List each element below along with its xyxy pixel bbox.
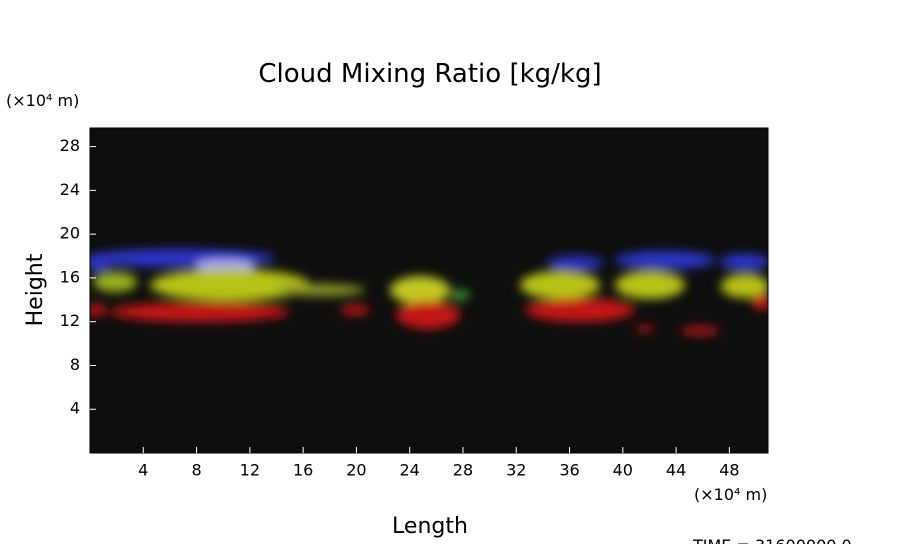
chart-title: Cloud Mixing Ratio [kg/kg] <box>258 59 601 89</box>
x-tick-label: 8 <box>191 461 201 480</box>
x-axis-label: Length <box>392 514 468 539</box>
x-tick-label: 20 <box>346 461 366 480</box>
y-tick-label: 20 <box>60 224 80 243</box>
x-tick-label: 36 <box>559 461 579 480</box>
x-tick-label: 4 <box>138 461 148 480</box>
y-tick-label: 28 <box>60 136 80 155</box>
x-tick-label: 28 <box>453 461 473 480</box>
plot-frame <box>89 127 769 454</box>
y-tick-label: 8 <box>70 355 80 374</box>
x-tick-label: 40 <box>613 461 633 480</box>
y-unit: (×10⁴ m) <box>6 91 79 110</box>
x-tick-label: 32 <box>506 461 526 480</box>
y-axis-label: Height <box>23 253 48 326</box>
x-tick-label: 48 <box>719 461 739 480</box>
x-unit: (×10⁴ m) <box>694 485 767 504</box>
cloud-field <box>90 249 768 335</box>
x-tick-label: 16 <box>293 461 313 480</box>
x-tick-label: 24 <box>400 461 420 480</box>
x-tick-label: 12 <box>240 461 260 480</box>
y-tick-label: 12 <box>60 311 80 330</box>
y-tick-label: 4 <box>70 399 80 418</box>
y-tick-label: 16 <box>60 267 80 286</box>
time-annotation: TIME = 31600000.0 <box>692 536 852 544</box>
x-tick-label: 44 <box>666 461 686 480</box>
y-tick-label: 24 <box>60 180 80 199</box>
